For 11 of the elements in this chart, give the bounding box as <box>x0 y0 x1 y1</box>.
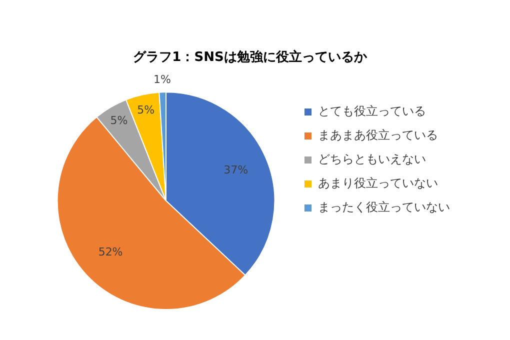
data-label: 1% <box>153 73 171 86</box>
data-label: 5% <box>110 114 128 128</box>
legend-label: まあまあ役立っている <box>318 128 438 142</box>
data-label: 52% <box>98 246 123 259</box>
legend-label: とても役立っている <box>318 104 426 118</box>
legend-label: どちらともいえない <box>318 152 426 166</box>
legend-label: まったく役立っていない <box>318 200 450 214</box>
legend-label: あまり役立っていない <box>318 176 438 190</box>
data-label: 37% <box>224 163 248 176</box>
data-label: 5% <box>137 103 155 116</box>
chart-title: グラフ1：SNSは勉強に役立っているか <box>133 49 368 66</box>
